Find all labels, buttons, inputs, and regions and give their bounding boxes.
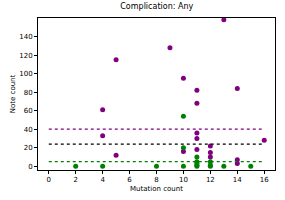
svg-text:12: 12 [206,176,215,184]
svg-text:14: 14 [233,176,242,184]
svg-text:80: 80 [24,89,33,97]
svg-text:20: 20 [24,144,33,152]
svg-text:Note count: Note count [9,74,17,113]
svg-text:8: 8 [154,176,158,184]
svg-text:120: 120 [19,52,32,60]
svg-text:4: 4 [100,176,105,184]
svg-text:0: 0 [47,176,51,184]
svg-text:Mutation count: Mutation count [130,185,183,193]
svg-text:40: 40 [24,126,33,134]
svg-text:140: 140 [19,33,32,41]
svg-text:10: 10 [179,176,188,184]
svg-text:Complication: Any: Complication: Any [120,2,193,11]
svg-text:2: 2 [73,176,77,184]
svg-text:0: 0 [28,163,32,171]
svg-text:6: 6 [127,176,132,184]
svg-text:16: 16 [260,176,269,184]
svg-text:100: 100 [19,70,32,78]
svg-text:60: 60 [24,107,33,115]
